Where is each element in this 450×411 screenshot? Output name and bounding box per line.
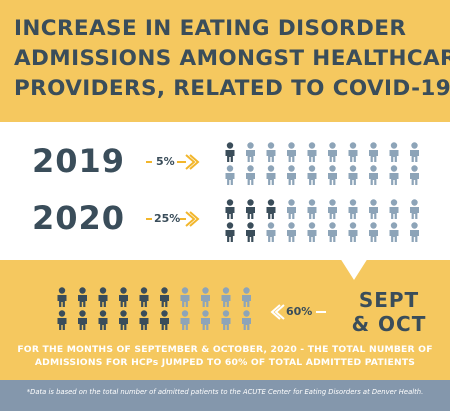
grid-sept-oct-person-5: [139, 287, 149, 307]
grid-2020-person-13: [266, 222, 276, 242]
grid-2019-person-16: [328, 165, 337, 185]
summary-note-line-1: FOR THE MONTHS OF SEPTEMBER & OCTOBER, 2…: [17, 344, 433, 355]
grid-2020-person-4: [287, 199, 296, 219]
grid-2019-person-6: [328, 142, 337, 162]
grid-2019-person-20: [410, 165, 419, 185]
grid-2019-person-19: [389, 165, 399, 185]
grid-2019-person-14: [287, 165, 296, 185]
grid-2019-person-7: [348, 142, 358, 162]
grid-2020-person-6: [328, 199, 337, 219]
grid-2020-person-19: [389, 222, 399, 242]
grid-2020-person-8: [369, 199, 378, 219]
grid-2020-person-10: [410, 199, 419, 219]
grid-sept-oct-person-17: [180, 310, 190, 330]
grid-2020-person-18: [369, 222, 378, 242]
arrow-2020-icon: [146, 211, 200, 227]
grid-2019-person-3: [266, 142, 276, 162]
grid-sept-oct-person-12: [78, 310, 87, 330]
grid-sept-oct-person-8: [201, 287, 210, 307]
grid-sept-oct-person-6: [160, 287, 169, 307]
grid-2020-person-9: [389, 199, 399, 219]
grid-sept-oct-person-3: [98, 287, 108, 307]
grid-2020-person-15: [307, 222, 317, 242]
year-2020-label: 2020: [32, 199, 126, 237]
grid-sept-oct-person-2: [78, 287, 87, 307]
grid-2019-person-1: [225, 142, 235, 162]
sept-oct-line-2: & OCT: [351, 312, 427, 336]
grid-2019-person-18: [369, 165, 378, 185]
grid-2020-person-7: [348, 199, 358, 219]
grid-sept-oct-person-15: [139, 310, 149, 330]
people-grid-sept-oct: [57, 287, 251, 330]
grid-2020-person-17: [348, 222, 358, 242]
grid-sept-oct-person-10: [242, 287, 251, 307]
grid-sept-oct-person-18: [201, 310, 210, 330]
arrow-2019-icon: [146, 154, 200, 170]
grid-sept-oct-person-1: [57, 287, 67, 307]
percent-sept-oct-label: 60%: [286, 305, 313, 318]
grid-sept-oct-person-16: [160, 310, 169, 330]
grid-2019-person-12: [246, 165, 255, 185]
grid-2020-person-3: [266, 199, 276, 219]
grid-2020-person-5: [307, 199, 317, 219]
grid-2020-person-14: [287, 222, 296, 242]
grid-sept-oct-person-20: [242, 310, 251, 330]
percent-2019-label: 5%: [156, 155, 175, 168]
arrow-sept-oct-icon: [270, 304, 326, 320]
grid-sept-oct-person-19: [221, 310, 231, 330]
grid-2019-person-2: [246, 142, 255, 162]
panel-pointer: [340, 258, 368, 280]
grid-sept-oct-person-13: [98, 310, 108, 330]
people-grid-2020: [225, 199, 419, 242]
chart-title: INCREASE IN EATING DISORDER ADMISSIONS A…: [14, 14, 450, 104]
title-line-1: INCREASE IN EATING DISORDER: [14, 16, 407, 41]
footer-bar: *Data is based on the total number of ad…: [0, 380, 450, 411]
grid-2019-person-5: [307, 142, 317, 162]
grid-sept-oct-person-11: [57, 310, 67, 330]
footer-note: *Data is based on the total number of ad…: [26, 388, 424, 396]
grid-sept-oct-person-14: [119, 310, 128, 330]
grid-2019-person-4: [287, 142, 296, 162]
grid-2019-person-17: [348, 165, 358, 185]
percent-2020-label: 25%: [154, 212, 181, 225]
grid-2020-person-20: [410, 222, 419, 242]
grid-2019-person-10: [410, 142, 419, 162]
grid-2020-person-2: [246, 199, 255, 219]
grid-sept-oct-person-4: [119, 287, 128, 307]
grid-2020-person-16: [328, 222, 337, 242]
sept-oct-line-1: SEPT: [358, 288, 420, 312]
title-line-2: ADMISSIONS AMONGST HEALTHCARE: [14, 46, 450, 71]
grid-2019-person-8: [369, 142, 378, 162]
title-line-3: PROVIDERS, RELATED TO COVID-19: [14, 76, 450, 101]
grid-2019-person-9: [389, 142, 399, 162]
year-2019-label: 2019: [32, 142, 126, 180]
summary-note-line-2: ADMISSIONS FOR HCPs JUMPED TO 60% OF TOT…: [34, 357, 416, 368]
sept-oct-label: SEPT & OCT: [334, 288, 444, 336]
grid-2020-person-12: [246, 222, 255, 242]
grid-sept-oct-person-7: [180, 287, 190, 307]
grid-sept-oct-person-9: [221, 287, 231, 307]
people-grid-2019: [225, 142, 419, 185]
grid-2019-person-11: [225, 165, 235, 185]
grid-2020-person-11: [225, 222, 235, 242]
grid-2019-person-13: [266, 165, 276, 185]
grid-2020-person-1: [225, 199, 235, 219]
grid-2019-person-15: [307, 165, 317, 185]
summary-note: FOR THE MONTHS OF SEPTEMBER & OCTOBER, 2…: [0, 343, 450, 369]
